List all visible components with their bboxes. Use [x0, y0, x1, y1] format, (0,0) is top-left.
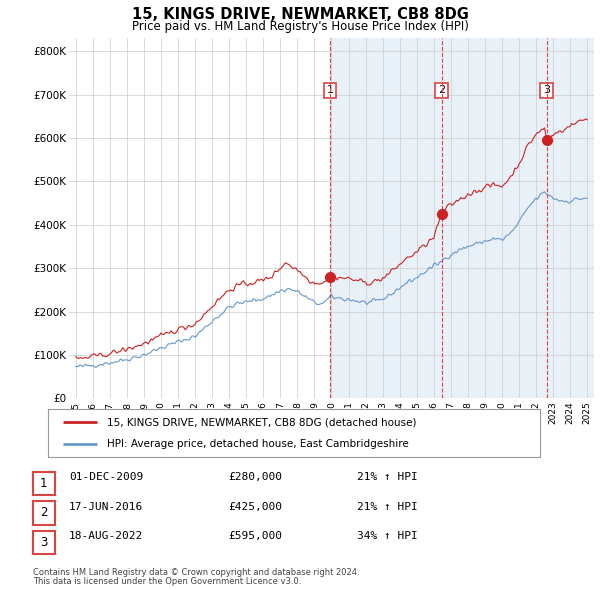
Text: 15, KINGS DRIVE, NEWMARKET, CB8 8DG (detached house): 15, KINGS DRIVE, NEWMARKET, CB8 8DG (det…: [107, 417, 416, 427]
Text: 3: 3: [543, 86, 550, 96]
Text: £595,000: £595,000: [228, 532, 282, 541]
Text: This data is licensed under the Open Government Licence v3.0.: This data is licensed under the Open Gov…: [33, 578, 301, 586]
Text: 1: 1: [326, 86, 334, 96]
Text: 2: 2: [40, 506, 47, 519]
Text: 01-DEC-2009: 01-DEC-2009: [69, 473, 143, 482]
Text: 15, KINGS DRIVE, NEWMARKET, CB8 8DG: 15, KINGS DRIVE, NEWMARKET, CB8 8DG: [131, 7, 469, 22]
Text: £280,000: £280,000: [228, 473, 282, 482]
Text: 21% ↑ HPI: 21% ↑ HPI: [357, 473, 418, 482]
Text: 17-JUN-2016: 17-JUN-2016: [69, 502, 143, 512]
Text: 21% ↑ HPI: 21% ↑ HPI: [357, 502, 418, 512]
Text: 3: 3: [40, 536, 47, 549]
Text: £425,000: £425,000: [228, 502, 282, 512]
Text: 2: 2: [438, 86, 445, 96]
Bar: [330, 38, 594, 398]
Text: Price paid vs. HM Land Registry's House Price Index (HPI): Price paid vs. HM Land Registry's House …: [131, 20, 469, 33]
Text: 18-AUG-2022: 18-AUG-2022: [69, 532, 143, 541]
Text: 34% ↑ HPI: 34% ↑ HPI: [357, 532, 418, 541]
Text: HPI: Average price, detached house, East Cambridgeshire: HPI: Average price, detached house, East…: [107, 439, 409, 449]
Text: 1: 1: [40, 477, 47, 490]
Text: Contains HM Land Registry data © Crown copyright and database right 2024.: Contains HM Land Registry data © Crown c…: [33, 568, 359, 577]
